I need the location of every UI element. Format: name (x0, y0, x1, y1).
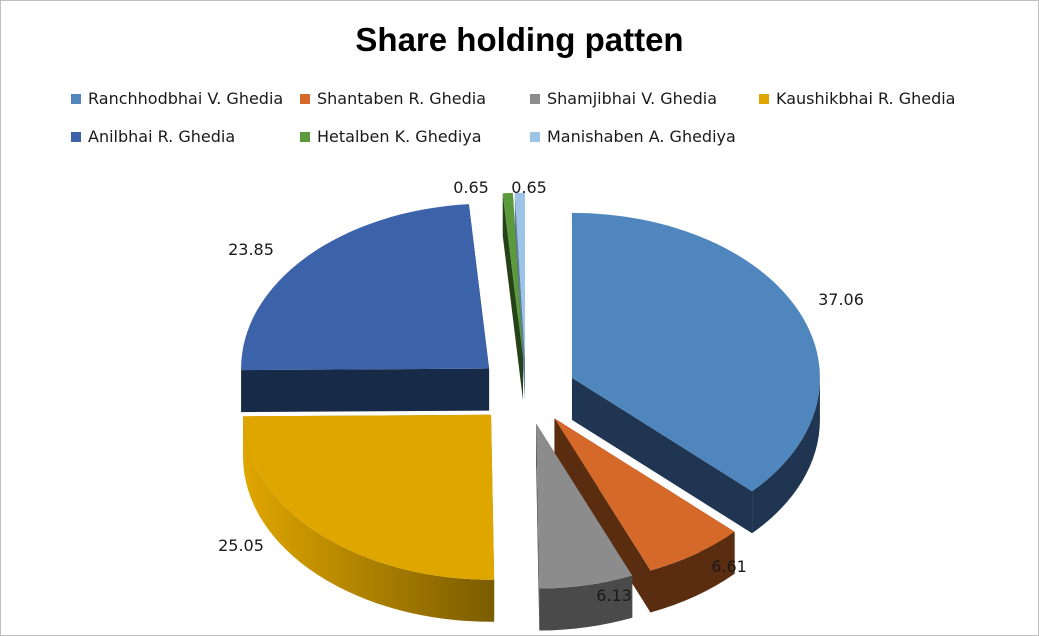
pie-slice (571, 212, 820, 492)
pie-slice-wall (502, 193, 523, 400)
legend-swatch (71, 93, 81, 104)
pie-slice-outer-face (752, 377, 820, 534)
legend-swatch (300, 131, 310, 142)
pie-slice (241, 204, 490, 371)
legend-item: Ranchhodbhai V. Ghedia (71, 89, 283, 108)
pie-slice-side (514, 192, 525, 400)
data-label: 6.13 (596, 586, 632, 605)
pie-slice-wall (554, 418, 651, 613)
legend-label: Ranchhodbhai V. Ghedia (88, 89, 284, 108)
pie-slice (514, 192, 525, 358)
pie-slice-outer-face (243, 416, 495, 622)
data-label: 6.61 (711, 557, 747, 576)
legend-swatch (530, 131, 540, 142)
pie-slice-outer-face (650, 531, 735, 613)
pie-slice-outer-face (539, 575, 633, 631)
data-label: 0.65 (511, 178, 547, 197)
legend-item: Anilbhai R. Ghedia (71, 127, 235, 146)
pie-slice-wall (536, 423, 540, 631)
pie-slice-wall (571, 377, 753, 534)
legend-label: Hetalben K. Ghediya (317, 127, 482, 146)
legend-item: Shamjibhai V. Ghedia (530, 89, 717, 108)
legend-item: Hetalben K. Ghediya (300, 127, 482, 146)
pie-slice-wall (514, 192, 525, 400)
legend-swatch (530, 93, 540, 104)
data-label: 0.65 (453, 178, 489, 197)
legend-label: Manishaben A. Ghediya (547, 127, 736, 146)
chart-title: Share holding patten (355, 21, 684, 58)
pie-labels: 37.06 6.61 6.13 25.05 23.85 0.65 0.65 (218, 178, 864, 605)
pie-tops (241, 192, 820, 589)
data-label: 37.06 (818, 290, 864, 309)
pie-slice (554, 418, 735, 571)
legend-label: Shamjibhai V. Ghedia (547, 89, 718, 108)
pie-slice (243, 414, 495, 580)
legend-item: Kaushikbhai R. Ghedia (759, 89, 955, 108)
legend-swatch (71, 131, 81, 142)
legend-swatch (300, 93, 310, 104)
pie-slice (536, 423, 633, 589)
legend-label: Kaushikbhai R. Ghedia (776, 89, 956, 108)
data-label: 23.85 (228, 240, 274, 259)
pie-slice-side (571, 377, 820, 534)
legend-item: Manishaben A. Ghediya (530, 127, 736, 146)
legend-label: Anilbhai R. Ghedia (88, 127, 236, 146)
pie-slice (502, 192, 523, 358)
legend-label: Shantaben R. Ghedia (317, 89, 487, 108)
data-label: 25.05 (218, 536, 264, 555)
legend-item: Shantaben R. Ghedia (300, 89, 486, 108)
legend-swatch (759, 93, 769, 104)
pie-slice-wall (241, 368, 490, 413)
